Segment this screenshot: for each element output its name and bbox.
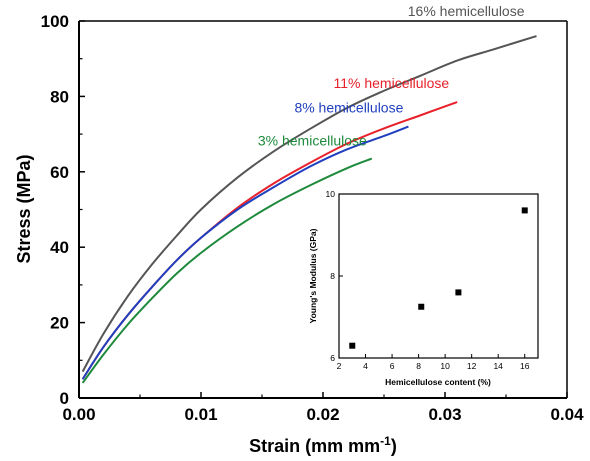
inset-x-axis-title: Hemicellulose content (%) bbox=[385, 377, 491, 387]
inset-data-point bbox=[521, 207, 528, 214]
inset-y-tick-label: 6 bbox=[330, 353, 335, 363]
x-axis-title: Strain (mm mm-1) bbox=[249, 434, 397, 456]
y-axis-title: Stress (MPa) bbox=[14, 154, 34, 263]
inset-data-point bbox=[349, 342, 356, 349]
main-axis-ticks: 0.00 0.01 0.02 0.03 0.04 0 20 40 60 80 100 bbox=[41, 12, 584, 424]
x-axis-title-main: Strain (mm mm bbox=[249, 436, 380, 456]
main-series-group: 16% hemicellulose 11% hemicellulose 8% hem… bbox=[81, 3, 537, 384]
inset-data-point bbox=[455, 289, 462, 296]
y-tick-label: 100 bbox=[41, 12, 69, 31]
y-tick-label: 80 bbox=[50, 87, 69, 106]
inset-x-tick-label: 10 bbox=[440, 361, 450, 371]
inset-x-tick-label: 8 bbox=[416, 361, 421, 371]
x-tick-label: 0.03 bbox=[428, 405, 461, 424]
y-tick-label: 0 bbox=[60, 389, 69, 408]
y-tick-label: 40 bbox=[50, 238, 69, 257]
y-tick-label: 20 bbox=[50, 314, 69, 333]
series-label-0: 16% hemicellulose bbox=[408, 3, 525, 19]
x-tick-label: 0.02 bbox=[306, 405, 339, 424]
series-label-1: 11% hemicellulose bbox=[333, 75, 449, 91]
inset-x-tick-label: 14 bbox=[493, 361, 503, 371]
x-tick-label: 0.04 bbox=[550, 405, 584, 424]
inset-axis-ticks: 2 4 6 8 10 12 14 16 6 8 10 bbox=[326, 189, 530, 371]
inset-plot: 2 4 6 8 10 12 14 16 6 8 10 Young's Modulus (GPa) H… bbox=[308, 189, 539, 387]
series-label-3: 3% hemicellulose bbox=[258, 133, 367, 149]
x-tick-label: 0.01 bbox=[184, 405, 217, 424]
inset-x-tick-label: 2 bbox=[337, 361, 342, 371]
series-line-0 bbox=[81, 35, 537, 373]
x-axis-title-sup: -1 bbox=[380, 434, 391, 448]
series-line-2 bbox=[81, 125, 409, 380]
inset-x-tick-label: 16 bbox=[520, 361, 530, 371]
series-line-3 bbox=[81, 157, 373, 384]
inset-y-tick-label: 10 bbox=[326, 189, 336, 199]
inset-data-point bbox=[418, 303, 425, 310]
inset-x-tick-label: 6 bbox=[390, 361, 395, 371]
x-tick-label: 0.00 bbox=[62, 405, 95, 424]
inset-x-tick-label: 12 bbox=[467, 361, 477, 371]
x-axis-title-end: ) bbox=[391, 436, 397, 456]
inset-frame bbox=[338, 193, 539, 359]
y-tick-label: 60 bbox=[50, 163, 69, 182]
series-label-2: 8% hemicellulose bbox=[294, 100, 403, 116]
inset-points-group bbox=[349, 207, 528, 349]
inset-x-tick-label: 4 bbox=[363, 361, 368, 371]
inset-y-axis-title: Young's Modulus (GPa) bbox=[308, 228, 318, 323]
inset-y-tick-label: 8 bbox=[330, 271, 335, 281]
